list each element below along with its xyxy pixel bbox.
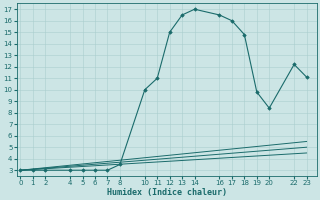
X-axis label: Humidex (Indice chaleur): Humidex (Indice chaleur) xyxy=(107,188,227,197)
